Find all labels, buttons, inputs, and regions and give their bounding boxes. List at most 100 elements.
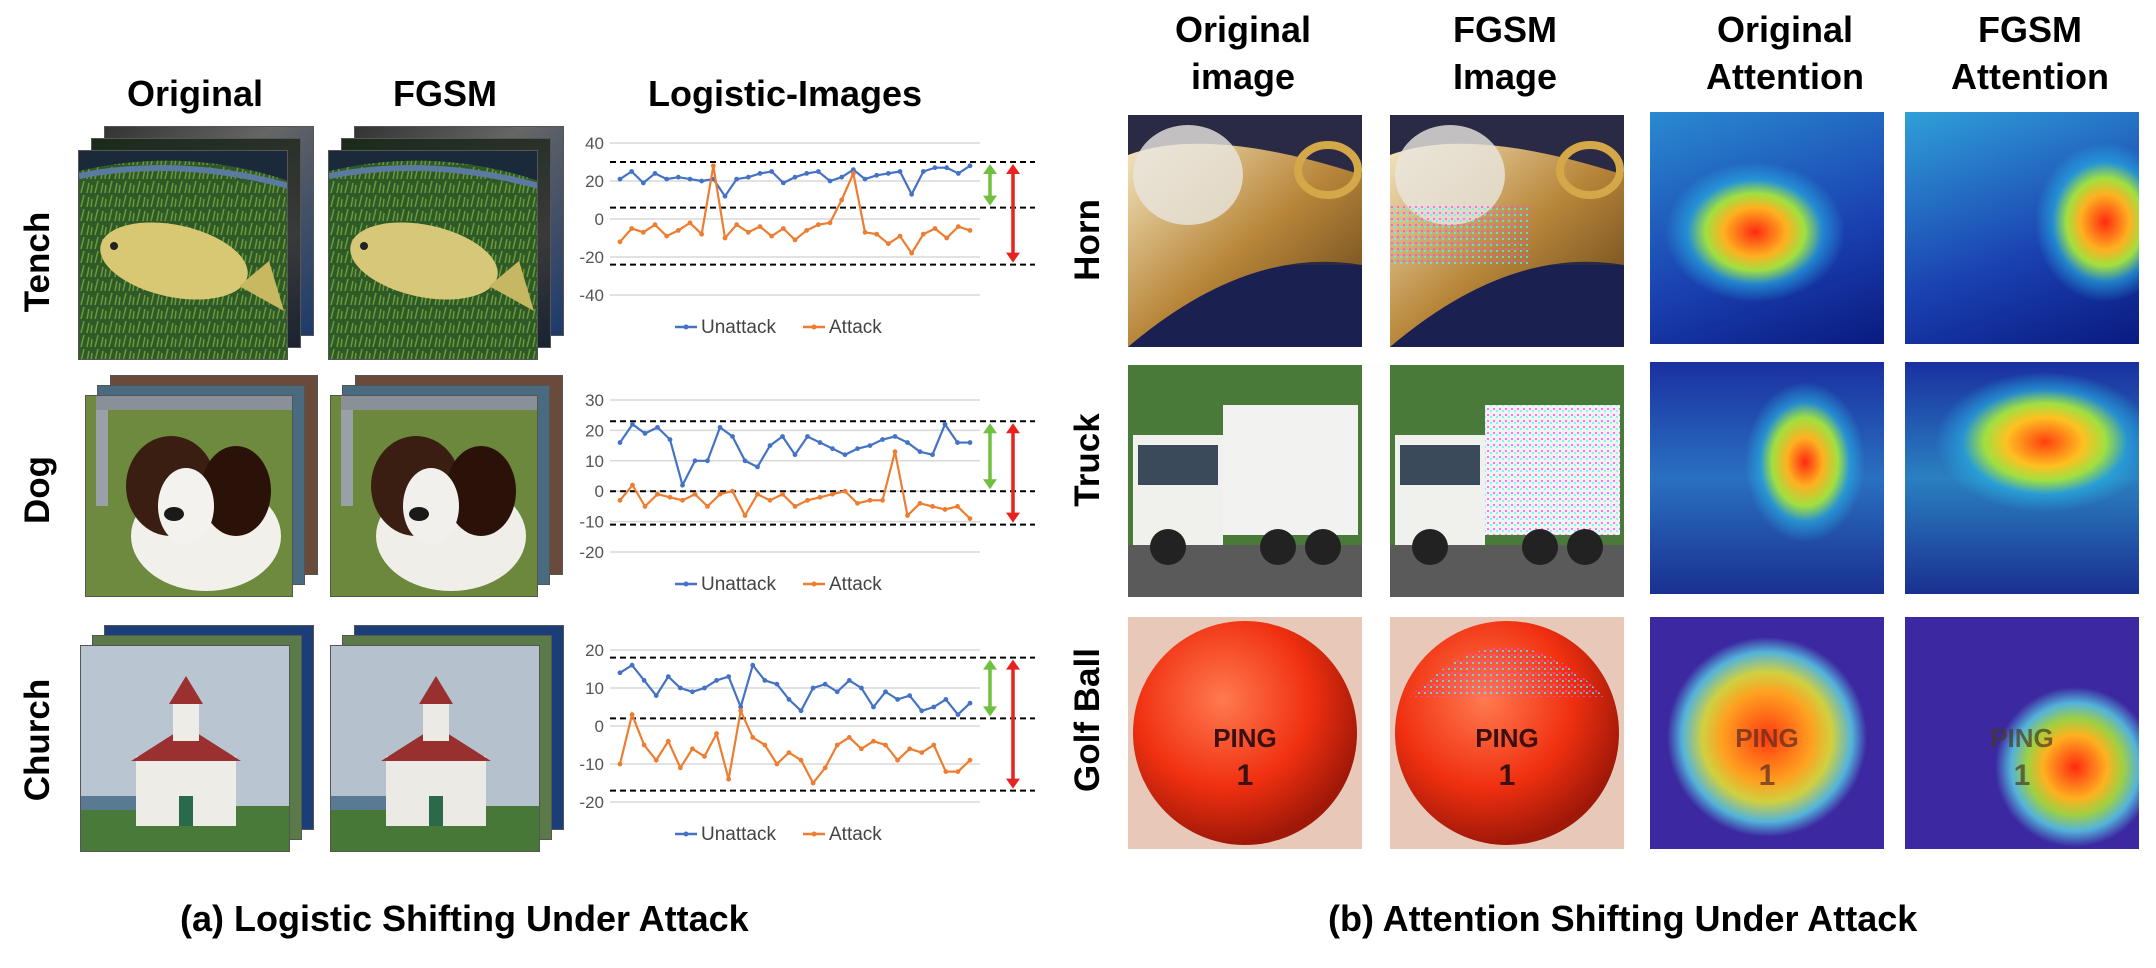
dog-original-stack [85, 375, 325, 600]
data-point [714, 678, 719, 683]
tench-fgsm-image [328, 150, 538, 360]
data-point [629, 226, 635, 231]
data-point [905, 440, 910, 445]
data-point [717, 424, 723, 430]
series-line-unattack [619, 662, 971, 717]
row-label-golf-ball: Golf Ball [1068, 648, 1107, 792]
data-point [943, 769, 949, 774]
horn-original-image [1128, 115, 1362, 347]
data-point [867, 497, 873, 503]
red-arrow-head-bottom [1006, 778, 1020, 789]
y-tick-label: 0 [595, 717, 604, 736]
data-point [665, 738, 671, 744]
data-point [667, 494, 673, 500]
data-point [804, 228, 810, 233]
data-point [630, 421, 635, 427]
logistic-chart-dog: -20 -10 0 10 20 30 Unattack Attack [579, 382, 1100, 607]
logistic-chart-tench: -40 -20 0 20 40 Unattack Attack [579, 125, 1100, 350]
header-original: Original [126, 73, 264, 114]
data-point [717, 491, 723, 497]
header-original-attention: Original Attention [1650, 6, 1920, 100]
green-arrow-head-bottom [983, 479, 997, 490]
logistic-chart-tench-svg: -40 -20 0 20 40 Unattack Attack [579, 134, 1035, 338]
y-tick-label: -10 [580, 755, 604, 774]
data-point [767, 443, 773, 448]
data-point [842, 452, 848, 458]
dog-original-image [85, 395, 293, 597]
header-fgsm: FGSM [393, 73, 497, 114]
data-point [677, 765, 683, 771]
data-point [930, 452, 935, 458]
data-point [664, 233, 670, 239]
data-point [780, 180, 786, 186]
legend-label: Attack [829, 574, 882, 595]
data-point [830, 491, 835, 497]
y-tick-label: 0 [595, 482, 604, 501]
data-point [931, 704, 937, 710]
caption-a: (a) Logistic Shifting Under Attack [180, 898, 749, 939]
header-fgsm-image: FGSM Image [1390, 6, 1620, 100]
data-point [885, 171, 891, 176]
data-point [967, 228, 973, 233]
data-point [774, 681, 780, 687]
data-point [897, 169, 903, 174]
header-fgsm-attention: FGSM Attention [1905, 6, 2155, 100]
row-label-truck: Truck [1068, 413, 1107, 507]
data-point [805, 497, 810, 503]
data-point [653, 693, 659, 698]
data-point [692, 491, 698, 497]
data-point [692, 458, 698, 464]
data-point [883, 689, 888, 695]
data-point [750, 662, 756, 668]
data-point [895, 757, 900, 763]
data-point [919, 750, 925, 755]
ball-number-text-fgsm: 1 [1499, 759, 1516, 792]
legend-label: Unattack [701, 317, 776, 338]
data-point [834, 742, 840, 748]
y-tick-label: 40 [585, 134, 604, 153]
data-point [642, 431, 648, 436]
header-original-image-line1: Original [1174, 9, 1312, 50]
data-point [874, 231, 880, 237]
row-label-church: Church [18, 678, 57, 802]
data-point [858, 685, 864, 691]
data-point [892, 434, 898, 439]
data-point [734, 222, 740, 228]
data-point [705, 458, 710, 464]
data-point [630, 482, 635, 488]
data-point [827, 178, 833, 184]
legend-marker [811, 324, 817, 330]
truck-original-attention [1650, 362, 1884, 594]
data-point [907, 693, 913, 698]
data-point [883, 742, 888, 748]
horn-original-attention [1650, 112, 1884, 344]
y-tick-label: 10 [585, 452, 604, 471]
data-point [617, 239, 623, 245]
data-point [702, 685, 707, 691]
data-point [897, 233, 903, 239]
legend-marker [683, 581, 689, 587]
ball-brand-text-att: PING [1735, 723, 1799, 753]
data-point [880, 437, 885, 442]
data-point [655, 424, 660, 430]
legend-label: Unattack [701, 574, 776, 595]
data-point [699, 178, 705, 184]
golfball-original-image: PING 1 [1128, 617, 1362, 849]
green-arrow-head-top [983, 164, 997, 174]
data-point [792, 504, 798, 509]
data-point [677, 685, 683, 691]
data-point [687, 220, 693, 226]
data-point [757, 224, 763, 229]
ball-brand-text: PING [1213, 723, 1277, 753]
dog-fgsm-stack [330, 375, 570, 600]
data-point [830, 446, 835, 452]
legend-marker [683, 831, 689, 837]
data-point [858, 746, 864, 752]
data-point [745, 174, 751, 180]
data-point [810, 685, 816, 691]
data-point [967, 757, 973, 763]
data-point [895, 697, 900, 702]
data-point [699, 231, 705, 237]
horn-fgsm-attention [1905, 112, 2139, 344]
data-point [769, 233, 775, 239]
